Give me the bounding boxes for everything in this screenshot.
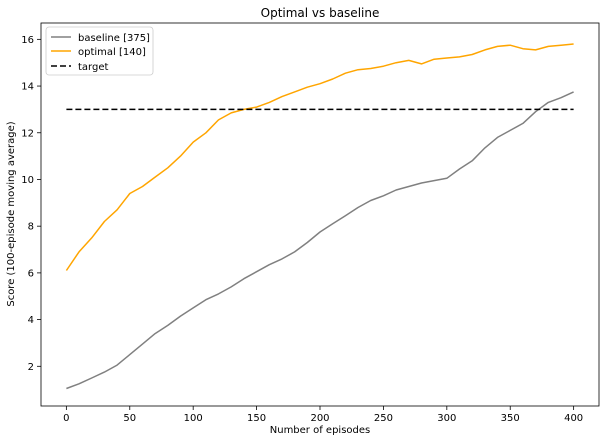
x-tick-label: 50 [123, 413, 136, 424]
x-tick-label: 100 [184, 413, 203, 424]
plot-area [65, 43, 574, 390]
legend: baseline [375] optimal [140] target [45, 26, 154, 76]
x-tick-label: 0 [63, 413, 69, 424]
legend-label-target: target [78, 62, 108, 73]
y-tick-label: 6 [28, 268, 34, 279]
y-axis: 2 4 6 8 10 12 14 16 [21, 35, 41, 373]
y-tick-label: 10 [21, 175, 34, 186]
x-tick-label: 300 [437, 413, 456, 424]
series-line-baseline [66, 91, 574, 390]
x-tick-label: 200 [310, 413, 329, 424]
legend-box [45, 26, 154, 76]
series-line-optimal [65, 43, 574, 271]
x-tick-label: 150 [247, 413, 266, 424]
x-axis: 0 50 100 150 200 250 300 350 400 [63, 406, 583, 424]
y-axis-label: Score (100-episode moving average) [6, 121, 17, 306]
x-tick-label: 250 [374, 413, 393, 424]
legend-label-optimal: optimal [140] [78, 47, 146, 58]
legend-label-baseline: baseline [375] [78, 33, 150, 44]
x-tick-label: 400 [564, 413, 583, 424]
x-tick-label: 350 [501, 413, 520, 424]
y-tick-label: 12 [21, 128, 34, 139]
y-tick-label: 2 [28, 362, 34, 373]
y-tick-label: 16 [21, 35, 34, 46]
y-tick-label: 4 [28, 315, 34, 326]
y-tick-label: 14 [21, 82, 34, 93]
y-tick-label: 8 [28, 222, 34, 233]
x-axis-label: Number of episodes [270, 425, 370, 436]
chart-title: Optimal vs baseline [261, 6, 380, 20]
